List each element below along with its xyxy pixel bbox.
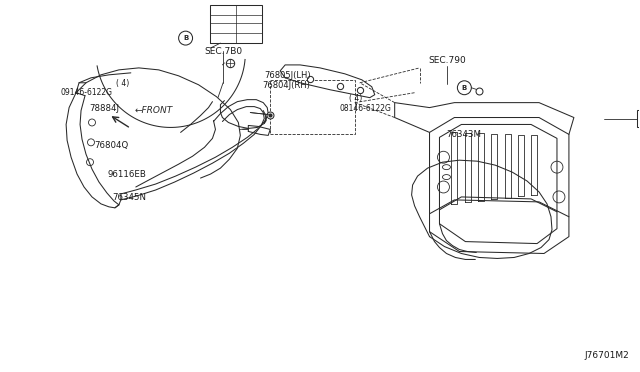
- Text: 76804J(RH): 76804J(RH): [262, 81, 310, 90]
- Text: 76805J(LH): 76805J(LH): [264, 71, 311, 80]
- Text: ←FRONT: ←FRONT: [135, 106, 173, 115]
- Text: 76804Q: 76804Q: [95, 141, 129, 150]
- Bar: [211, 5, 262, 43]
- Text: 08146-6122G: 08146-6122G: [339, 104, 391, 113]
- Bar: [637, 110, 640, 128]
- Text: 76343M: 76343M: [446, 130, 481, 139]
- Text: 78884J: 78884J: [89, 104, 119, 113]
- Text: B: B: [183, 35, 188, 41]
- Text: SEC.7B0: SEC.7B0: [204, 47, 242, 56]
- Text: B: B: [461, 85, 467, 91]
- Text: SEC.790: SEC.790: [429, 56, 467, 65]
- Bar: [270, 80, 355, 134]
- Text: 96116EB: 96116EB: [108, 170, 147, 179]
- Text: 76345N: 76345N: [113, 193, 147, 202]
- Text: J76701M2: J76701M2: [584, 351, 629, 360]
- Text: 09146-6122G: 09146-6122G: [61, 89, 113, 97]
- Text: ( 4): ( 4): [116, 79, 129, 88]
- Text: ( 4): ( 4): [349, 94, 362, 103]
